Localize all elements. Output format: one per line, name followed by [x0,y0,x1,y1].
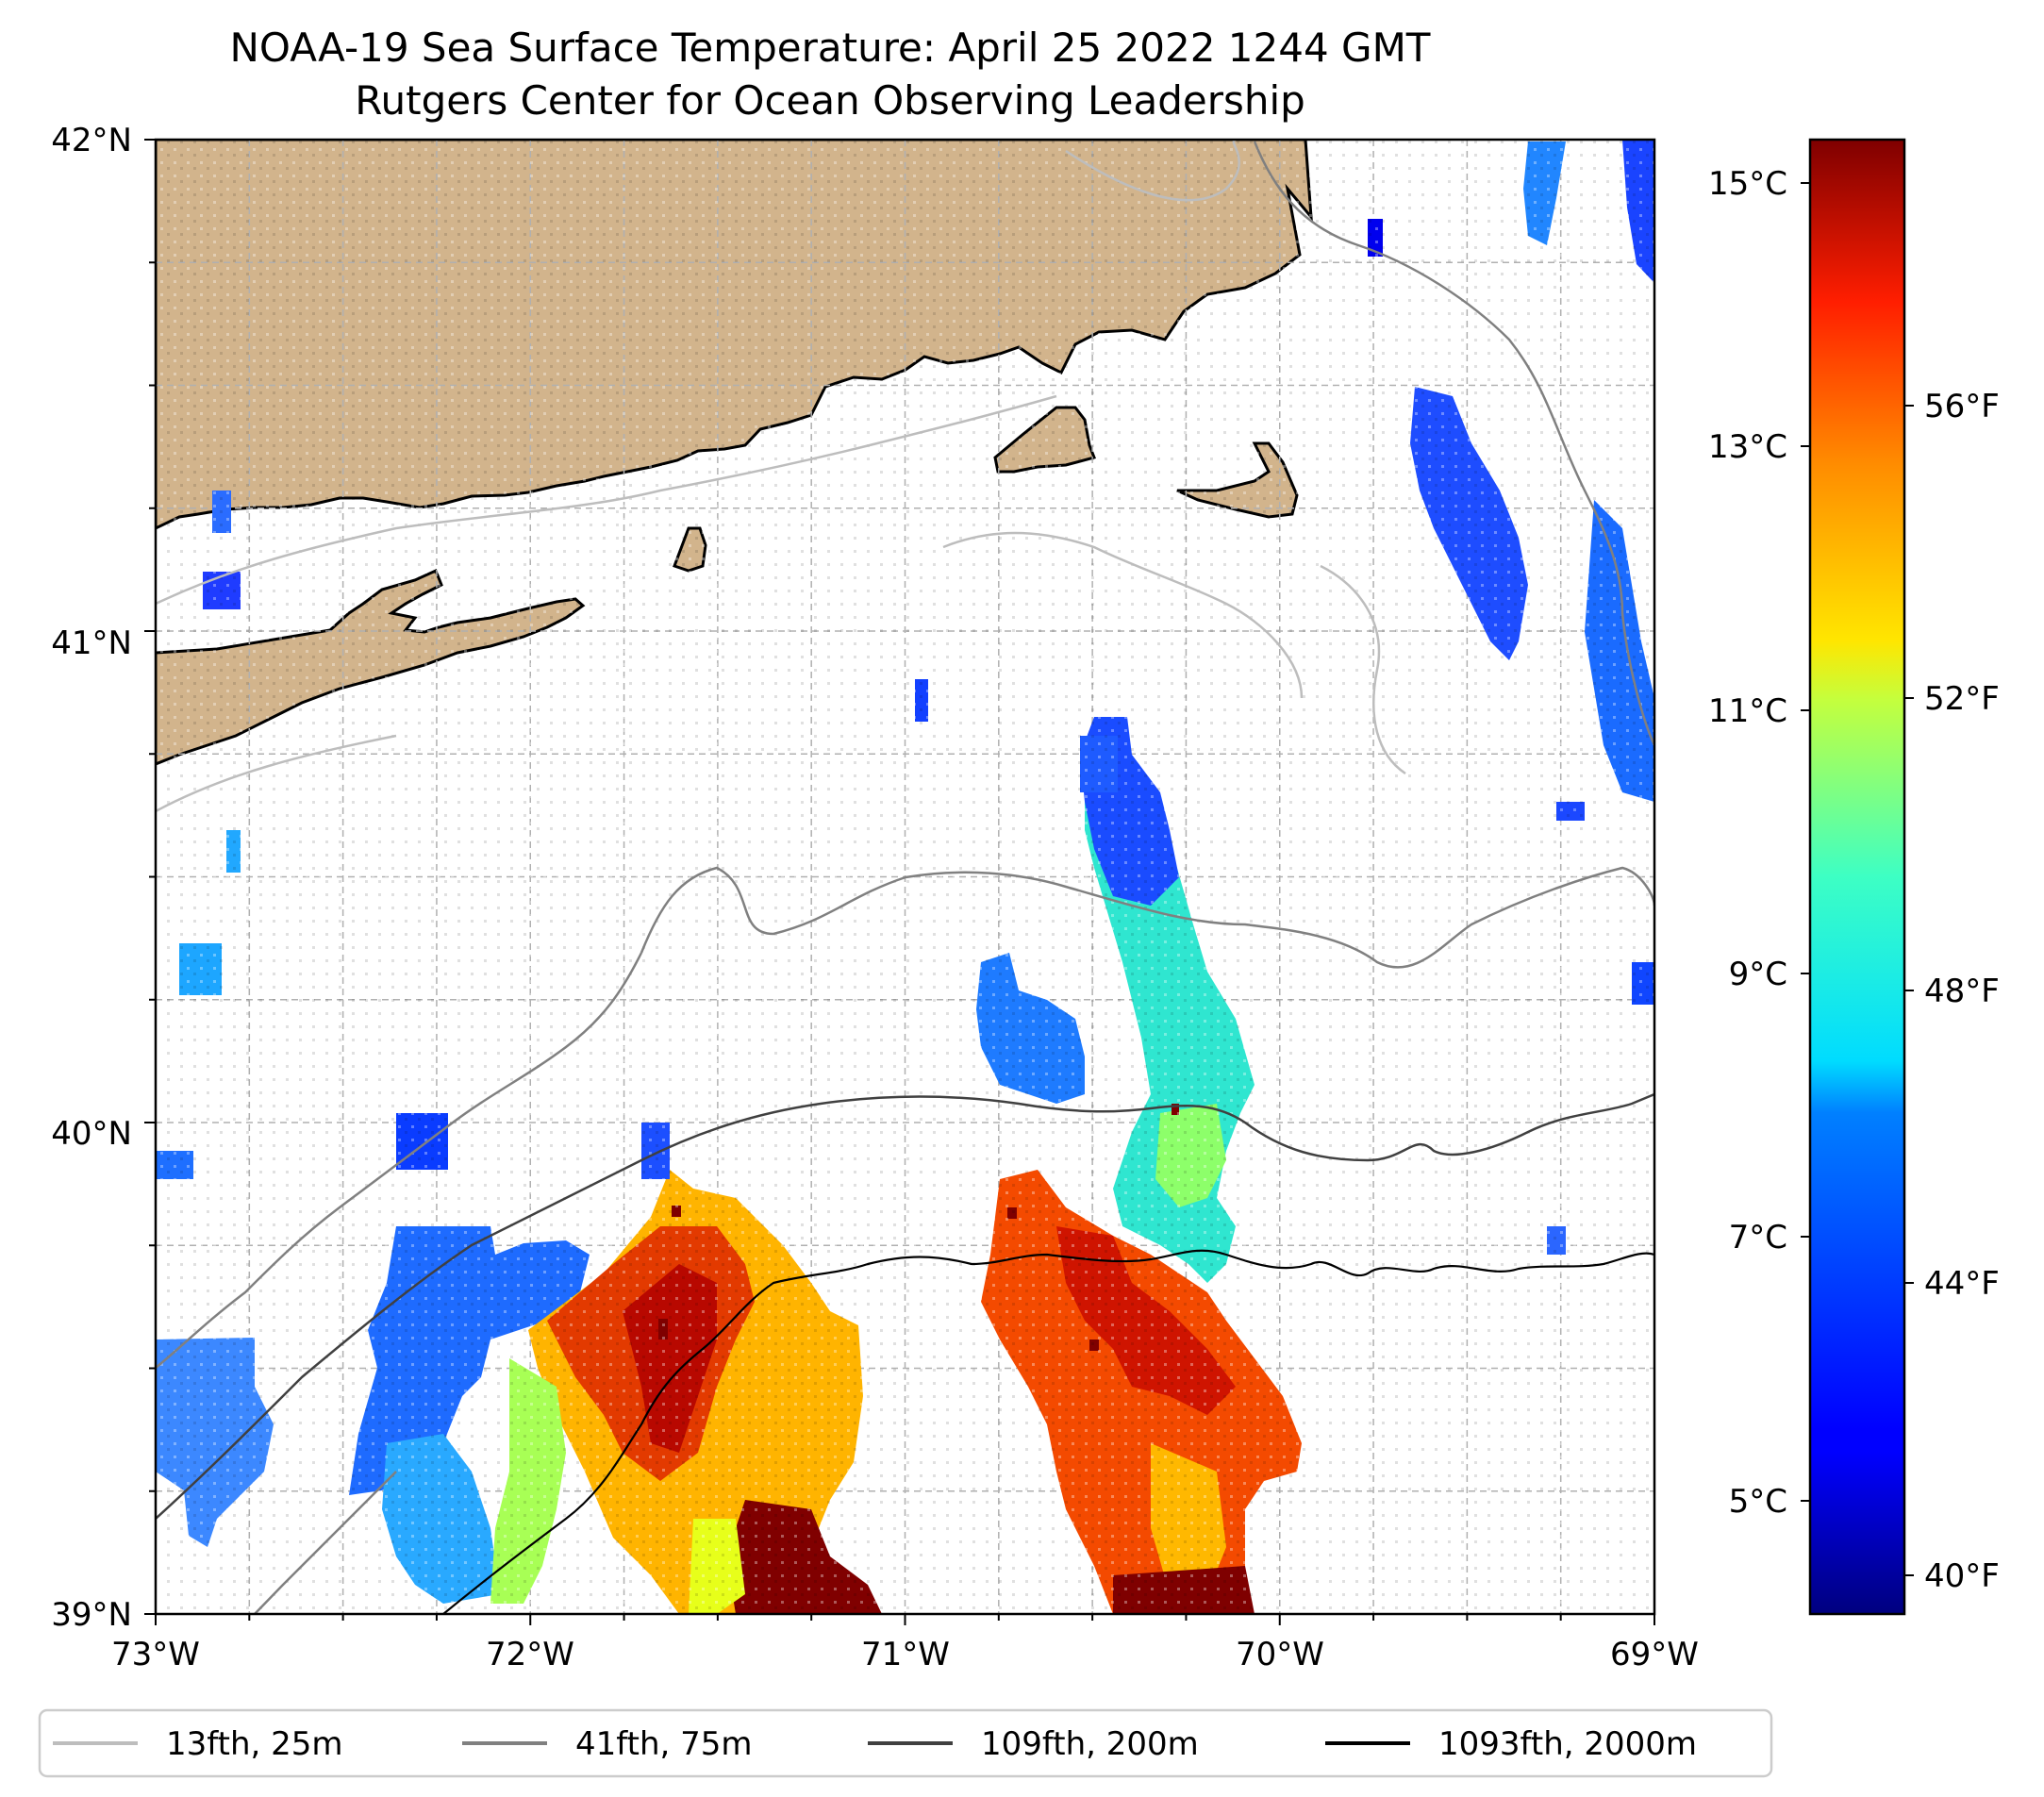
colorbar-fahrenheit-label: 44°F [1924,1265,2000,1303]
lon-tick-label: 72°W [486,1636,574,1673]
map-panel [156,140,1654,1614]
colorbar-celsius-label: 13°C [1708,428,1787,466]
colorbar-fahrenheit-label: 52°F [1924,680,2000,718]
lat-tick-label: 40°N [51,1115,132,1153]
colorbar-fahrenheit-label: 48°F [1924,973,2000,1010]
lat-tick-label: 41°N [51,624,132,662]
legend-label: 1093fth, 2000m [1438,1725,1697,1763]
colorbar-celsius-label: 5°C [1729,1483,1787,1521]
colorbar-celsius-label: 11°C [1708,692,1787,730]
bathymetry-75m [156,141,1654,1614]
legend-label: 109fth, 200m [981,1725,1199,1763]
bathymetry-200m [156,1092,1654,1520]
colorbar: 15°C 13°C 11°C 9°C 7°C 5°C 56°F 52°F 48°… [1708,138,2000,1616]
lat-tick-labels: 42°N 41°N 40°N 39°N [51,122,132,1634]
lon-tick-labels: 73°W 72°W 71°W 70°W 69°W [111,1636,1699,1673]
axis-ticks [144,139,1655,1625]
bathymetry-legend: 13fth, 25m 41fth, 75m 109fth, 200m 1093f… [38,1708,1773,1778]
lon-tick-label: 69°W [1610,1636,1699,1673]
lat-tick-label: 39°N [51,1596,132,1634]
legend-label: 41fth, 75m [575,1725,753,1763]
bathymetry-25m [156,140,1406,813]
chart-subtitle: Rutgers Center for Ocean Observing Leade… [355,77,1305,124]
bathymetry-2000m [442,1249,1654,1614]
colorbar-celsius-label: 15°C [1708,165,1787,203]
chart-title: NOAA-19 Sea Surface Temperature: April 2… [229,25,1431,71]
lon-tick-label: 73°W [111,1636,200,1673]
colorbar-celsius-label: 7°C [1729,1219,1787,1256]
legend-label: 13fth, 25m [166,1725,343,1763]
colorbar-fahrenheit-label: 40°F [1924,1557,2000,1595]
colorbar-fahrenheit-label: 56°F [1924,388,2000,425]
colorbar-celsius-label: 9°C [1729,956,1787,993]
lat-tick-label: 42°N [51,122,132,159]
lon-tick-label: 70°W [1236,1636,1324,1673]
lon-tick-label: 71°W [861,1636,950,1673]
colorbar-gradient [1808,138,1906,1616]
